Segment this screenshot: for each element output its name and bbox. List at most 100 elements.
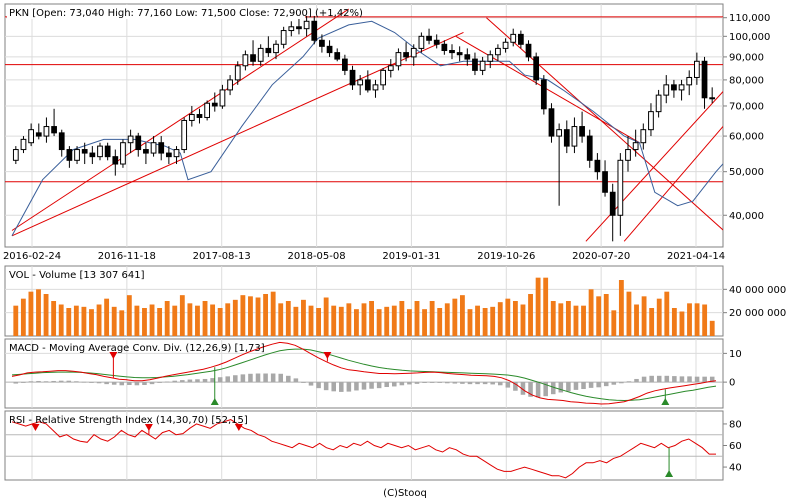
volume-bar <box>338 306 344 336</box>
x-tick-label: 2019-10-26 <box>477 251 535 262</box>
buy-signal-icon-icon <box>661 398 670 405</box>
volume-bar <box>361 303 367 336</box>
macd-histogram-bar <box>74 381 79 383</box>
candle-body <box>250 54 256 62</box>
y-tick-label: 40 <box>729 463 742 474</box>
volume-bar <box>490 306 496 336</box>
volume-bar <box>376 309 382 336</box>
macd-histogram-bar <box>490 382 495 385</box>
candle-body <box>671 84 677 91</box>
macd-histogram-bar <box>21 382 26 383</box>
y-tick-label: 60,000 <box>729 132 764 143</box>
candle-body <box>257 47 264 62</box>
x-tick-label: 2016-11-18 <box>98 251 156 262</box>
footer-credit: (C)Stooq <box>383 488 427 499</box>
macd-histogram-bar <box>248 373 253 383</box>
macd-histogram-bar <box>384 382 389 388</box>
macd-histogram-bar <box>505 382 511 388</box>
y-tick-label: 50,000 <box>729 167 764 178</box>
candle-body <box>640 129 647 144</box>
macd-histogram-bar <box>687 376 692 383</box>
volume-bar <box>232 299 238 336</box>
volume-bar <box>346 303 352 336</box>
candle-body <box>28 129 35 144</box>
candle-body <box>219 89 226 107</box>
y-tick-label: 10 <box>729 349 742 360</box>
x-tick-label: 2021-04-14 <box>667 251 725 262</box>
macd-histogram-bar <box>626 381 632 383</box>
candle-body <box>456 52 463 56</box>
moving-average-line <box>11 20 723 237</box>
x-tick-label: 2017-08-13 <box>193 251 251 262</box>
y-tick-label: 0 <box>729 378 735 389</box>
volume-bar <box>694 303 700 336</box>
candle-body <box>380 69 387 86</box>
volume-bar <box>581 305 586 336</box>
macd-histogram-bar <box>187 379 193 383</box>
volume-bar <box>255 297 261 336</box>
candle-body <box>35 132 42 137</box>
buy-signal-icon-icon <box>665 470 674 477</box>
volume-bar <box>558 303 564 336</box>
macd-histogram-bar <box>225 376 231 383</box>
macd-histogram-bar <box>709 376 715 383</box>
volume-bar <box>656 298 662 336</box>
y-tick-label: 20 000 000 <box>729 308 786 319</box>
candle-body <box>372 84 379 91</box>
volume-bar <box>89 309 94 336</box>
candle-body <box>51 126 57 134</box>
volume-bar <box>611 310 617 336</box>
volume-bar <box>588 289 594 336</box>
volume-bar <box>687 303 692 336</box>
macd-histogram-bar <box>588 382 594 388</box>
candle-body <box>211 102 218 107</box>
macd-histogram-bar <box>308 382 314 386</box>
macd-histogram-bar <box>694 376 700 383</box>
macd-histogram-bar <box>679 376 685 383</box>
trend-line <box>11 8 349 231</box>
candle-body <box>349 69 356 86</box>
macd-histogram-bar <box>43 381 49 383</box>
macd-histogram-bar <box>513 382 518 391</box>
volume-bar <box>369 301 374 336</box>
volume-bar <box>210 304 216 336</box>
x-tick-label: 2016-02-24 <box>3 251 61 262</box>
macd-histogram-bar <box>543 382 548 397</box>
candle-body <box>686 76 693 86</box>
volume-bar <box>406 309 412 336</box>
candle-body <box>479 60 486 71</box>
volume-series <box>13 277 715 336</box>
macd-histogram-bar <box>255 373 261 383</box>
volume-bar <box>172 305 178 336</box>
macd-histogram-bar <box>127 382 132 385</box>
trend-line <box>455 35 640 144</box>
volume-bar <box>528 294 533 336</box>
candle-body <box>341 58 348 71</box>
macd-histogram-bar <box>581 382 586 390</box>
candle-body <box>58 132 65 151</box>
candle-body <box>181 119 188 151</box>
macd-histogram-bar <box>293 378 299 383</box>
macd-histogram-bar <box>240 374 246 383</box>
volume-bar <box>134 305 140 336</box>
volume-bar <box>308 305 314 336</box>
y-tick-label: 100,000 <box>729 32 770 43</box>
volume-bar <box>28 291 34 336</box>
volume-bar <box>301 299 306 336</box>
volume-bar <box>164 301 170 336</box>
volume-bar <box>414 301 420 336</box>
macd-histogram-bar <box>331 382 336 392</box>
macd-histogram-bar <box>392 382 397 387</box>
volume-bar <box>187 303 193 336</box>
macd-histogram-bar <box>180 380 185 383</box>
rsi-title: RSI - Relative Strength Index (14,30,70)… <box>9 415 248 426</box>
macd-histogram-bar <box>164 381 170 383</box>
candle-body <box>678 84 685 91</box>
macd-histogram-bar <box>13 382 19 384</box>
macd-histogram-bar <box>119 382 125 386</box>
candle-body <box>617 159 624 216</box>
volume-bar <box>240 295 246 336</box>
macd-histogram-bar <box>104 382 109 385</box>
price-title: PKN [Open: 73,040 High: 77,160 Low: 71,5… <box>9 8 363 19</box>
candle-body <box>579 126 585 137</box>
